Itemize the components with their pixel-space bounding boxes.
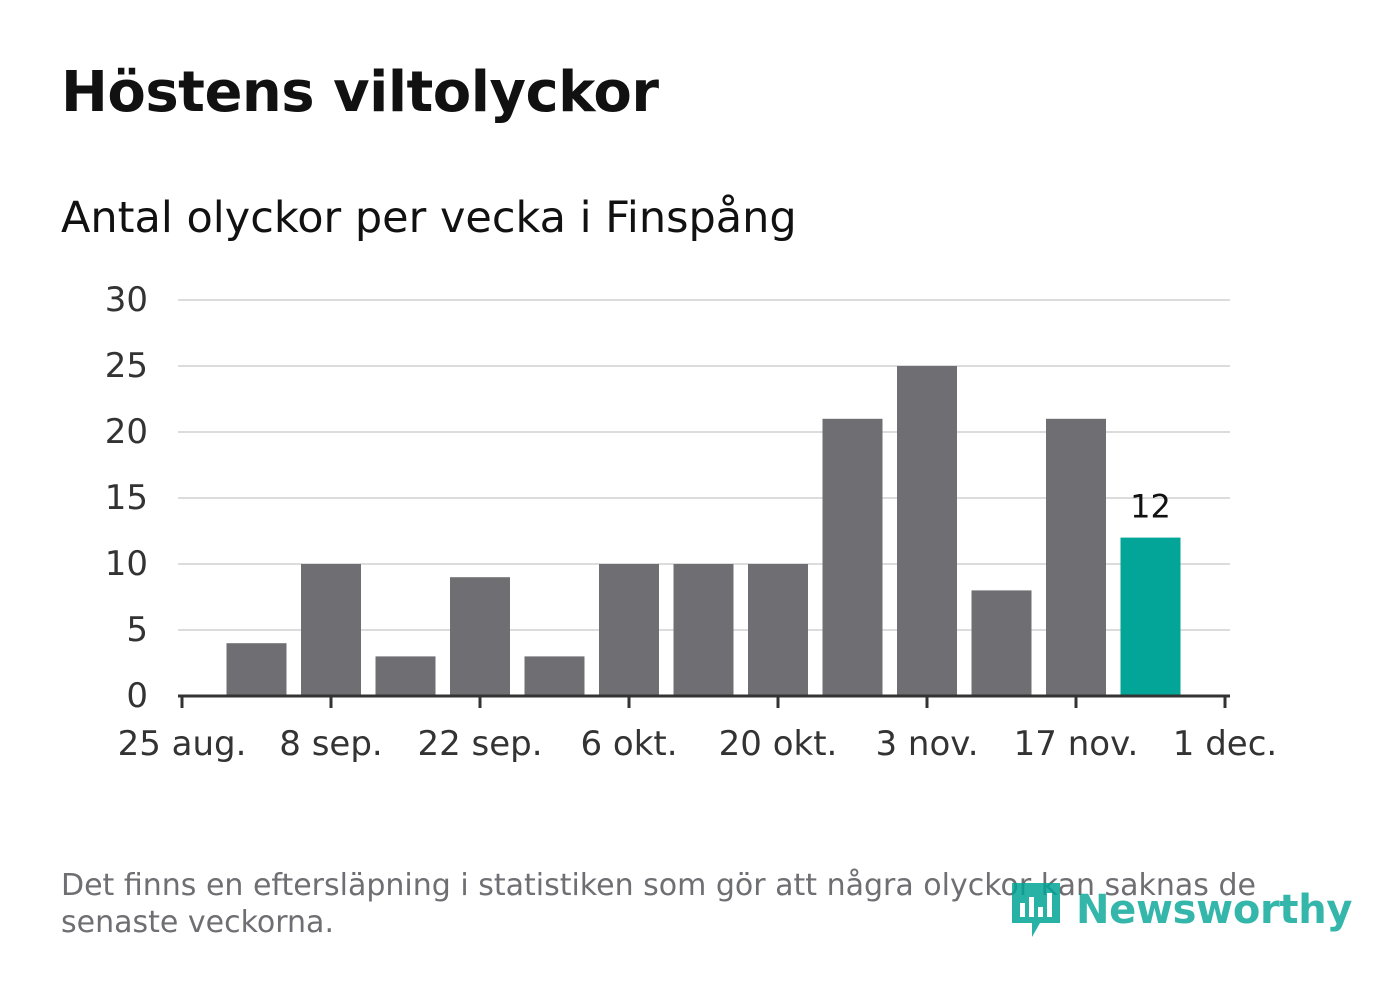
bar	[599, 564, 659, 696]
bar	[226, 643, 287, 696]
y-tick-label: 10	[105, 544, 148, 584]
chart-title: Höstens viltolyckor	[61, 60, 659, 125]
x-tick-label: 1 dec.	[1173, 724, 1277, 764]
y-tick-label: 25	[105, 346, 148, 386]
bar	[673, 564, 734, 696]
bars	[226, 366, 1181, 696]
bar	[375, 656, 436, 696]
bar-chart-badge-icon	[1012, 883, 1060, 937]
x-tick-label: 20 okt.	[719, 724, 838, 764]
x-axis-labels: 25 aug. 8 sep. 22 sep. 6 okt. 20 okt. 3 nov. 1…	[118, 724, 1278, 764]
bar	[1046, 418, 1106, 696]
y-tick-label: 20	[105, 412, 148, 452]
x-tick-label: 8 sep.	[279, 724, 382, 764]
x-tick-label: 17 nov.	[1014, 724, 1139, 764]
x-tick-label: 3 nov.	[875, 724, 978, 764]
x-tick-label: 22 sep.	[417, 724, 542, 764]
data-label: 12	[1130, 488, 1171, 526]
bar	[1120, 537, 1181, 696]
data-labels: 12	[1130, 488, 1171, 526]
x-tick-label: 25 aug.	[118, 724, 247, 764]
y-tick-label: 0	[126, 676, 148, 716]
x-tick-label: 6 okt.	[580, 724, 677, 764]
bar	[971, 590, 1032, 696]
bar	[897, 366, 957, 696]
logo-text: Newsworthy	[1076, 887, 1353, 933]
y-tick-label: 30	[105, 280, 148, 320]
chart-subtitle: Antal olyckor per vecka i Finspång	[61, 193, 797, 243]
x-axis	[178, 694, 1230, 708]
bar	[524, 656, 585, 696]
y-axis-labels: 0 5 10 15 20 25 30	[105, 280, 148, 716]
newsworthy-logo: Newsworthy	[1010, 877, 1353, 943]
bar	[822, 418, 883, 696]
y-tick-label: 15	[105, 478, 148, 518]
bar	[450, 577, 510, 696]
bar	[748, 564, 808, 696]
bar	[301, 564, 361, 696]
y-tick-label: 5	[126, 610, 148, 650]
